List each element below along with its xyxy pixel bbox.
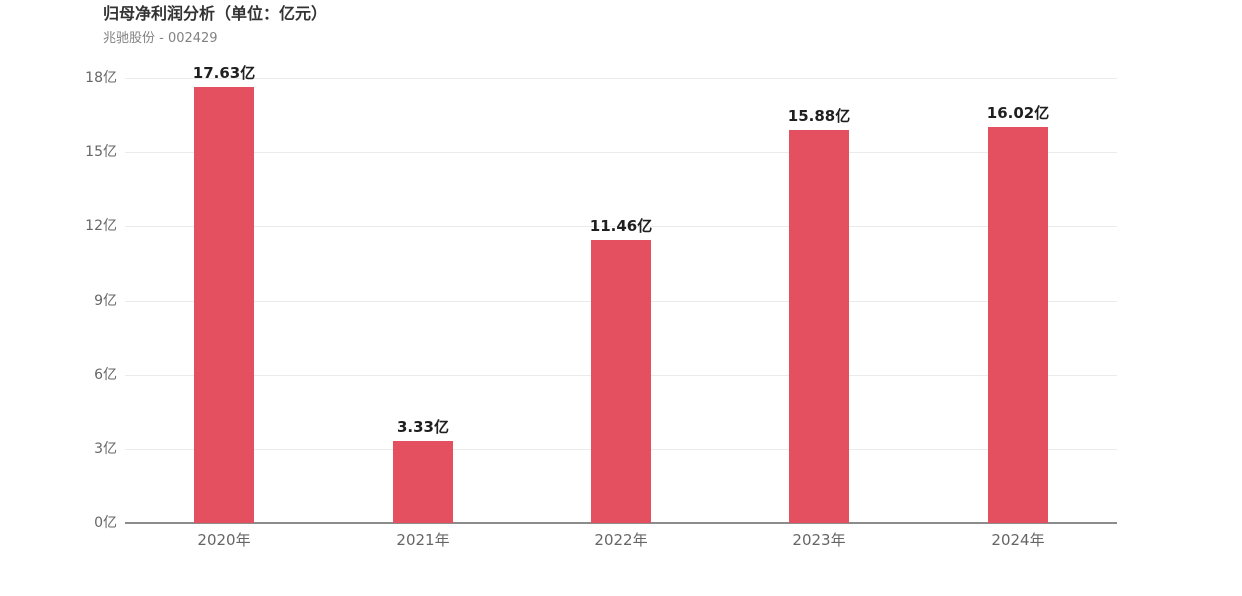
bar-2022年[interactable] xyxy=(591,240,651,523)
bar-value-label: 15.88亿 xyxy=(787,107,851,125)
x-axis-category-label: 2022年 xyxy=(594,531,648,549)
plot-area: 0亿 3亿 6亿 9亿 12亿 15亿 18亿 17.63亿 2020年 3.33亿 2021年 11… xyxy=(85,64,1117,549)
y-axis-tick-label: 12亿 xyxy=(85,218,117,234)
bar-value-label: 3.33亿 xyxy=(396,418,449,436)
gridline xyxy=(125,78,1117,79)
x-axis-category-label: 2023年 xyxy=(792,531,846,549)
bar-value-label: 16.02亿 xyxy=(986,104,1050,122)
gridline xyxy=(125,226,1117,227)
gridline xyxy=(125,152,1117,153)
y-axis-tick-label: 6亿 xyxy=(94,367,117,383)
y-axis-tick-label: 0亿 xyxy=(94,515,117,531)
bar-2024年[interactable] xyxy=(988,127,1048,523)
x-axis-line xyxy=(125,522,1117,524)
x-axis-category-label: 2021年 xyxy=(396,531,450,549)
bar-value-label: 17.63亿 xyxy=(192,64,256,82)
chart-title: 归母净利润分析（单位：亿元） xyxy=(103,4,328,23)
x-axis-category-label: 2020年 xyxy=(197,531,251,549)
bar-value-label: 11.46亿 xyxy=(589,217,653,235)
y-axis-tick-label: 3亿 xyxy=(94,441,117,457)
y-axis-tick-label: 9亿 xyxy=(94,293,117,309)
bar-2023年[interactable] xyxy=(789,130,849,523)
y-axis-tick-label: 18亿 xyxy=(85,70,117,86)
x-axis-category-label: 2024年 xyxy=(991,531,1045,549)
bar-2020年[interactable] xyxy=(194,87,254,523)
bar-2021年[interactable] xyxy=(393,441,453,523)
y-axis-tick-label: 15亿 xyxy=(85,144,117,160)
chart-header: 归母净利润分析（单位：亿元） 兆驰股份 - 002429 xyxy=(103,3,327,48)
chart-subtitle: 兆驰股份 - 002429 xyxy=(103,31,218,46)
